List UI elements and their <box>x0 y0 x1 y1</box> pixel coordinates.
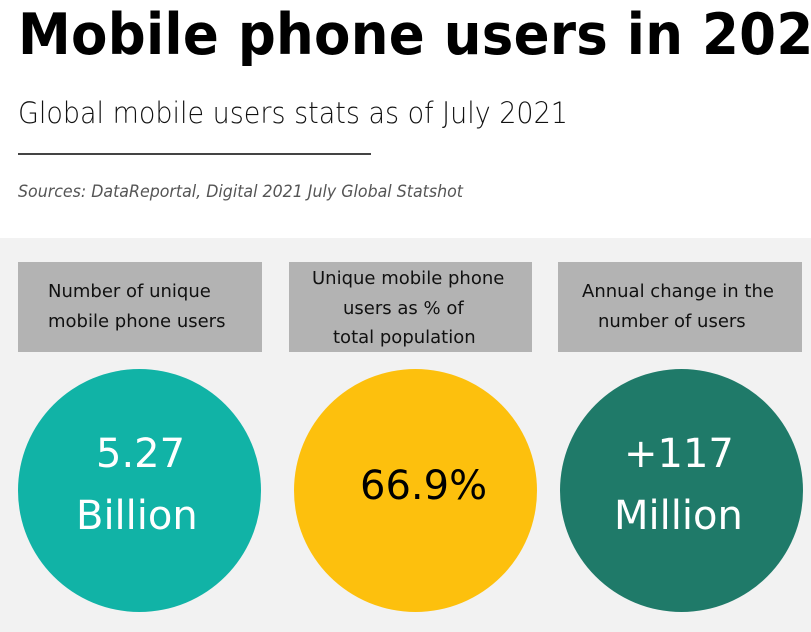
stat-circle-population-share: 66.9% <box>294 369 537 612</box>
stat-label-population-share: Unique mobile phone users as % of total … <box>289 262 532 352</box>
page-subtitle: Global mobile users stats as of July 202… <box>18 96 568 130</box>
stat-unit: Million <box>614 493 743 539</box>
stat-label-unique-users: Number of unique mobile phone users <box>18 262 262 352</box>
stat-value: 66.9% <box>360 463 488 509</box>
sources-note: Sources: DataReportal, Digital 2021 July… <box>18 182 463 202</box>
stat-label-line: number of users <box>598 311 746 332</box>
stat-value: 5.27 <box>96 431 186 477</box>
stat-label-line: Annual change in the <box>582 281 774 302</box>
stat-unit: Billion <box>76 493 198 539</box>
stat-label-annual-change: Annual change in the number of users <box>558 262 802 352</box>
stat-label-line: Number of unique <box>48 281 211 302</box>
stat-label-line: total population <box>333 327 476 348</box>
stat-circle-annual-change: +117 Million <box>560 369 803 612</box>
divider <box>18 153 371 155</box>
stat-circle-unique-users: 5.27 Billion <box>18 369 261 612</box>
stat-value: +117 <box>624 431 734 477</box>
stat-label-line: Unique mobile phone <box>312 268 505 289</box>
stat-label-line: mobile phone users <box>48 311 226 332</box>
page-title: Mobile phone users in 2021 <box>18 2 811 68</box>
stat-label-line: users as % of <box>343 298 464 319</box>
